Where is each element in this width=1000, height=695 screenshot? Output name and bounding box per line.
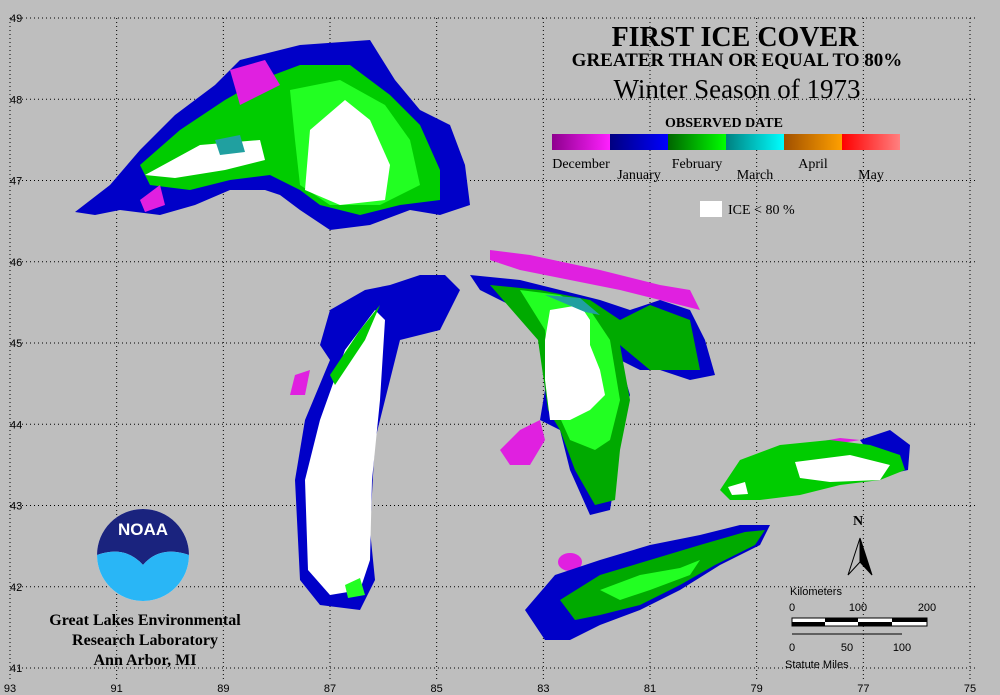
longitude-label: 85 xyxy=(431,683,443,695)
legend-month: December xyxy=(552,157,610,172)
longitude-label: 91 xyxy=(111,683,123,695)
graticule: 49 48 47 46 45 44 43 42 41 93 91 89 87 85 83 81 79 77 75 xyxy=(4,13,976,695)
north-arrow xyxy=(847,537,873,576)
legend-swatch xyxy=(668,134,726,150)
lake-superior xyxy=(75,40,470,230)
longitude-label: 81 xyxy=(644,683,656,695)
ice-label: ICE < 80 % xyxy=(728,203,795,218)
longitude-label: 79 xyxy=(751,683,763,695)
legend-month: April xyxy=(798,157,828,172)
scale-mi-label: 100 xyxy=(893,642,911,654)
org-line: Ann Arbor, MI xyxy=(94,652,197,669)
latitude-label: 43 xyxy=(10,501,22,513)
legend-month: January xyxy=(617,168,661,183)
scale-bar: Kilometers 0 100 200 0 50 100 Statute Mi… xyxy=(785,586,936,671)
legend-month: May xyxy=(858,168,884,183)
scale-km-label: 0 xyxy=(789,602,795,614)
legend-title: OBSERVED DATE xyxy=(665,116,783,131)
subtitle: GREATER THAN OR EQUAL TO 80% xyxy=(572,50,903,71)
longitude-label: 87 xyxy=(324,683,336,695)
legend-swatch xyxy=(842,134,900,150)
legend-swatch xyxy=(552,134,610,150)
ice-swatch xyxy=(700,201,722,217)
legend-swatch xyxy=(784,134,842,150)
latitude-label: 47 xyxy=(10,176,22,188)
lake-ontario xyxy=(720,430,910,500)
longitude-label: 83 xyxy=(537,683,549,695)
org-line: Great Lakes Environmental xyxy=(49,612,241,629)
longitude-label: 89 xyxy=(217,683,229,695)
legend-month: March xyxy=(737,168,774,183)
lake-huron xyxy=(470,250,715,515)
latitude-label: 41 xyxy=(10,663,22,675)
lake-michigan xyxy=(290,275,460,610)
latitude-label: 46 xyxy=(10,257,22,269)
legend: December January February March April May xyxy=(552,134,900,183)
lake-st-clair xyxy=(558,553,582,571)
latitude-label: 42 xyxy=(10,582,22,594)
scale-mi-label: 0 xyxy=(789,642,795,654)
north-label: N xyxy=(853,514,863,529)
latitude-label: 44 xyxy=(10,419,22,431)
season: Winter Season of 1973 xyxy=(613,74,860,104)
longitude-label: 75 xyxy=(964,683,976,695)
logo-text: NOAA xyxy=(118,520,168,539)
latitude-label: 45 xyxy=(10,338,22,350)
longitude-label: 93 xyxy=(4,683,16,695)
legend-month: February xyxy=(672,157,723,172)
scale-km-label: 200 xyxy=(918,602,936,614)
legend-swatch xyxy=(726,134,784,150)
title: FIRST ICE COVER xyxy=(612,22,860,53)
scale-km-label: 100 xyxy=(849,602,867,614)
org-line: Research Laboratory xyxy=(72,632,218,649)
scale-mi-label: 50 xyxy=(841,642,853,654)
longitude-label: 77 xyxy=(857,683,869,695)
latitude-label: 49 xyxy=(10,13,22,25)
noaa-logo: NOAA xyxy=(97,509,189,601)
lake-erie xyxy=(525,525,770,640)
scale-mi-title: Statute Miles xyxy=(785,659,849,671)
latitude-label: 48 xyxy=(10,94,22,106)
legend-swatch xyxy=(610,134,668,150)
scale-km-title: Kilometers xyxy=(790,586,842,598)
